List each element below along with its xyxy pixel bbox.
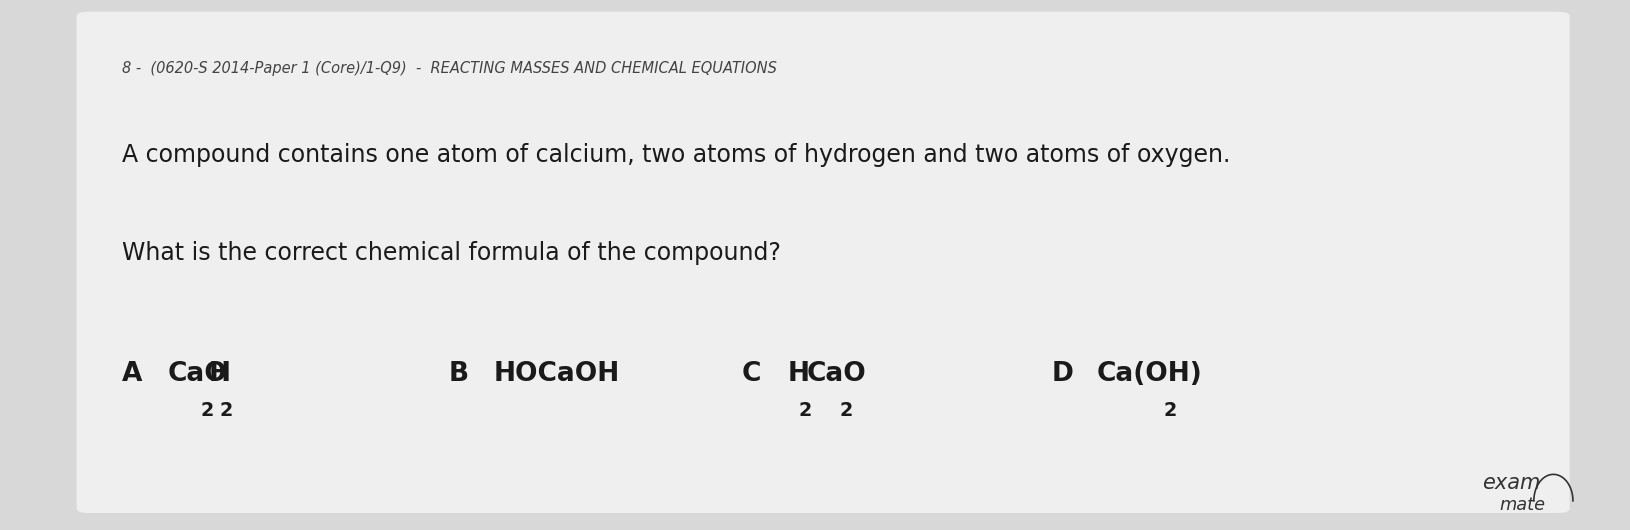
Text: 8 -  (0620-S 2014-Paper 1 (Core)/1-Q9)  -  REACTING MASSES AND CHEMICAL EQUATION: 8 - (0620-S 2014-Paper 1 (Core)/1-Q9) - … [122,61,778,76]
Text: What is the correct chemical formula of the compound?: What is the correct chemical formula of … [122,241,781,265]
Text: D: D [1051,360,1073,387]
Text: A compound contains one atom of calcium, two atoms of hydrogen and two atoms of : A compound contains one atom of calcium,… [122,143,1231,167]
Text: 2: 2 [220,401,233,420]
Text: 2: 2 [200,401,214,420]
Text: mate: mate [1500,496,1545,514]
Text: exam: exam [1482,473,1540,493]
Text: 2: 2 [839,401,852,420]
Text: B: B [448,360,468,387]
Text: 2: 2 [799,401,812,420]
Text: C: C [742,360,761,387]
Text: CaO: CaO [168,360,228,387]
Text: CaO: CaO [807,360,866,387]
Text: HOCaOH: HOCaOH [494,360,619,387]
Text: Ca(OH): Ca(OH) [1097,360,1203,387]
Text: H: H [209,360,231,387]
Text: A: A [122,360,143,387]
Text: 2: 2 [1164,401,1177,420]
Text: H: H [787,360,808,387]
